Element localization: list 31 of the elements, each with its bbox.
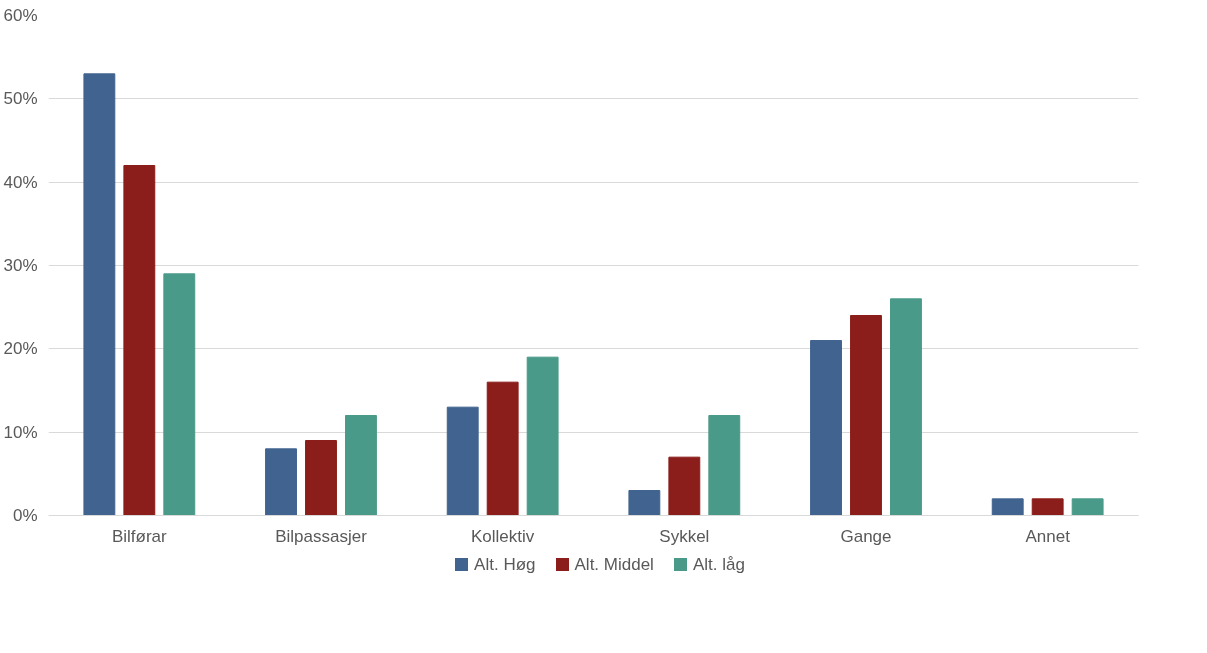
bar — [991, 498, 1024, 516]
bar — [265, 448, 297, 516]
y-tick-label: 30% — [3, 256, 38, 275]
bar — [1071, 498, 1104, 516]
y-tick-label: 0% — [12, 506, 38, 525]
y-tick-label: 50% — [3, 89, 38, 109]
bar — [163, 273, 196, 516]
x-tick-label: Sykkel — [659, 526, 710, 546]
bar — [345, 415, 377, 516]
x-tick-label: Gange — [840, 526, 892, 546]
bar — [1031, 498, 1064, 516]
y-tick-label: 40% — [3, 172, 38, 192]
bar — [83, 73, 116, 516]
bar — [810, 340, 842, 516]
bar — [708, 415, 741, 516]
x-tick-label: Annet — [1025, 526, 1071, 546]
bar — [123, 165, 156, 516]
y-tick-label: 60% — [3, 6, 38, 25]
bar — [526, 356, 559, 516]
bar — [446, 406, 479, 516]
bar — [850, 315, 882, 516]
bar — [890, 298, 922, 516]
x-tick-label: Bilførar — [111, 526, 168, 546]
x-tick-label: Bilpassasjer — [275, 526, 368, 546]
y-tick-label: 10% — [3, 422, 38, 442]
bar — [668, 456, 701, 516]
x-tick-label: Kollektiv — [471, 526, 535, 546]
bar — [628, 490, 661, 516]
y-tick-label: 20% — [3, 339, 38, 359]
bar — [486, 381, 519, 516]
bar — [305, 440, 337, 516]
